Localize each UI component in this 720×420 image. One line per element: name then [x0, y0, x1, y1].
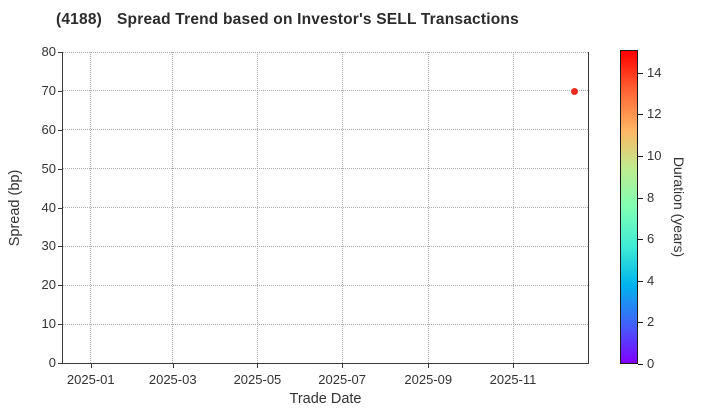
x-gridline	[256, 52, 258, 363]
x-tick-label: 2025-09	[404, 372, 453, 387]
y-tick-mark	[58, 363, 62, 364]
colorbar-tick-label: 10	[647, 148, 662, 164]
y-tick-label: 10	[41, 316, 56, 332]
y-tick-mark	[58, 90, 62, 92]
y-gridline	[63, 323, 588, 325]
colorbar-tick-mark	[638, 280, 643, 282]
y-gridline	[63, 129, 588, 131]
plot-area	[62, 52, 589, 364]
y-gridline	[63, 168, 588, 170]
colorbar-gradient	[620, 50, 638, 364]
colorbar-tick-mark	[638, 239, 643, 241]
y-tick-label: 70	[41, 82, 56, 98]
colorbar-tick-label: 8	[647, 189, 655, 205]
colorbar-tick-mark	[638, 364, 643, 365]
colorbar-tick-label: 12	[647, 106, 662, 122]
y-tick-mark	[58, 52, 62, 53]
x-gridline	[427, 52, 429, 363]
y-gridline	[63, 207, 588, 208]
y-tick-label: 60	[41, 121, 56, 137]
x-tick-mark	[257, 364, 259, 368]
chart-title-text: Spread Trend based on Investor's SELL Tr…	[117, 11, 519, 28]
x-gridline	[90, 52, 92, 363]
colorbar-tick-label: 14	[647, 64, 662, 80]
y-tick-mark	[58, 324, 62, 326]
y-tick-label: 40	[41, 199, 56, 215]
colorbar-tick-label: 6	[647, 231, 655, 247]
x-tick-mark	[90, 364, 92, 368]
x-gridline	[512, 52, 514, 363]
y-tick-label: 80	[41, 44, 56, 59]
ticker-code: (4188)	[56, 11, 103, 28]
y-tick-mark	[58, 129, 62, 131]
colorbar-tick-label: 4	[647, 272, 655, 288]
x-gridline	[341, 52, 343, 363]
x-tick-label: 2025-05	[233, 372, 282, 387]
y-tick-mark	[58, 285, 62, 287]
x-gridline	[172, 52, 174, 363]
x-tick-label: 2025-03	[148, 372, 197, 387]
colorbar-tick-mark	[638, 322, 643, 324]
y-tick-label: 30	[41, 238, 56, 254]
y-gridline	[63, 90, 588, 92]
colorbar-tick-mark	[638, 197, 643, 199]
x-tick-mark	[428, 364, 430, 368]
y-tick-label: 50	[41, 160, 56, 176]
y-gridline	[63, 245, 588, 247]
colorbar-label: Duration (years)	[671, 156, 687, 258]
x-tick-label: 2025-07	[318, 372, 367, 387]
y-tick-mark	[58, 168, 62, 170]
colorbar-tick-mark	[638, 114, 643, 116]
x-tick-mark	[342, 364, 344, 368]
chart-title: (4188) Spread Trend based on Investor's S…	[56, 11, 519, 29]
y-tick-mark	[58, 207, 62, 209]
x-tick-label: 2025-11	[489, 372, 537, 387]
x-tick-mark	[172, 364, 174, 368]
x-axis-label: Trade Date	[289, 391, 362, 407]
y-gridline	[63, 284, 588, 286]
colorbar-tick-mark	[638, 156, 643, 158]
y-tick-mark	[58, 246, 62, 248]
colorbar-tick-mark	[638, 72, 643, 74]
y-tick-label: 20	[41, 277, 56, 293]
colorbar-tick-label: 2	[647, 314, 655, 330]
colorbar-tick-label: 0	[647, 356, 655, 371]
data-point	[570, 87, 578, 95]
x-tick-mark	[513, 364, 514, 368]
y-gridline	[63, 51, 588, 53]
y-tick-label: 0	[48, 355, 56, 370]
x-tick-label: 2025-01	[66, 372, 115, 387]
